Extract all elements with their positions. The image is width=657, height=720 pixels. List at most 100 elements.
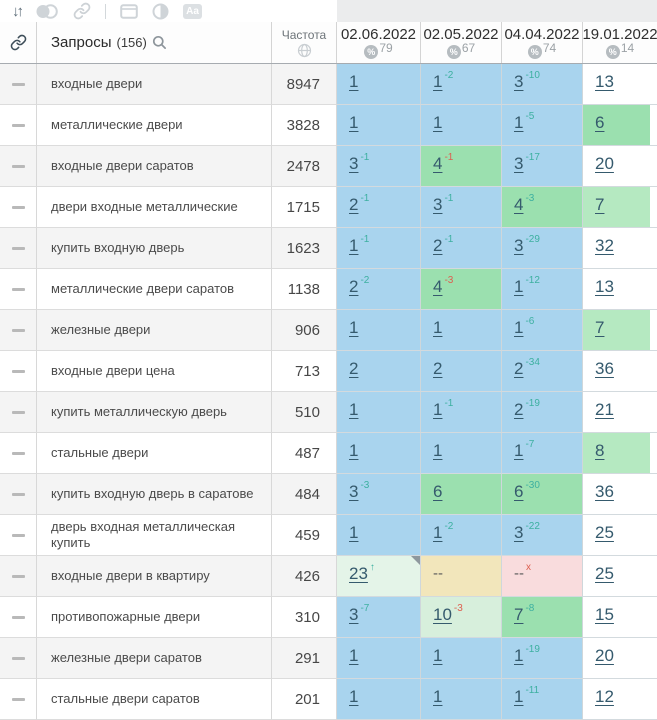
position-value[interactable]: 36 [595,482,614,501]
text-style-icon[interactable]: Aa [183,1,202,21]
position-value[interactable]: 32 [595,236,614,255]
position-value[interactable]: 7 [514,605,524,624]
position-value[interactable]: 1 [433,400,443,419]
position-value[interactable]: 1 [514,646,524,665]
date-column-header-2[interactable]: 02.05.2022 % 67 [421,22,502,63]
position-value[interactable]: 13 [595,277,614,296]
position-value[interactable]: 25 [595,564,614,583]
row-drag-handle[interactable] [0,228,37,269]
position-value[interactable]: 1 [433,318,443,337]
position-value[interactable]: 6 [514,482,524,501]
position-value[interactable]: 1 [433,113,443,132]
query-cell[interactable]: купить входную дверь в саратове [37,474,272,515]
position-value[interactable]: 8 [595,441,605,460]
row-drag-handle[interactable] [0,515,37,556]
query-cell[interactable]: входные двери саратов [37,146,272,187]
position-value[interactable]: 4 [514,195,524,214]
query-cell[interactable]: входные двери в квартиру [37,556,272,597]
row-drag-handle[interactable] [0,638,37,679]
query-cell[interactable]: стальные двери [37,433,272,474]
query-cell[interactable]: металлические двери саратов [37,269,272,310]
position-value[interactable]: 10 [433,605,452,624]
position-value[interactable]: 2 [349,195,359,214]
position-value[interactable]: 3 [514,154,524,173]
query-cell[interactable]: железные двери [37,310,272,351]
row-drag-handle[interactable] [0,310,37,351]
position-value[interactable]: 20 [595,646,614,665]
query-cell[interactable]: противопожарные двери [37,597,272,638]
position-value[interactable]: 4 [433,154,443,173]
position-value[interactable]: 20 [595,154,614,173]
row-drag-handle[interactable] [0,597,37,638]
position-value[interactable]: 1 [349,113,359,132]
position-value[interactable]: 2 [433,236,443,255]
position-value[interactable]: 1 [514,277,524,296]
position-value[interactable]: 1 [514,687,524,706]
row-drag-handle[interactable] [0,433,37,474]
position-value[interactable]: 6 [433,482,443,501]
position-value[interactable]: 7 [595,318,605,337]
frequency-column-header[interactable]: Частота [272,22,337,63]
query-cell[interactable]: купить входную дверь [37,228,272,269]
position-value[interactable]: 4 [433,277,443,296]
position-value[interactable]: 12 [595,687,614,706]
position-value[interactable]: 3 [433,195,443,214]
link-column-header[interactable] [0,22,37,63]
position-value[interactable]: 21 [595,400,614,419]
position-value[interactable]: 1 [514,318,524,337]
contrast-icon[interactable] [152,1,169,21]
position-value[interactable]: 36 [595,359,614,378]
query-cell[interactable]: входные двери [37,64,272,105]
position-value[interactable]: 3 [514,72,524,91]
position-value[interactable]: 1 [349,441,359,460]
position-value[interactable]: 15 [595,605,614,624]
row-drag-handle[interactable] [0,679,37,720]
position-value[interactable]: 6 [595,113,605,132]
position-value[interactable]: 3 [349,482,359,501]
visibility-icon[interactable] [35,1,59,21]
position-value[interactable]: 1 [349,646,359,665]
position-value[interactable]: 2 [514,400,524,419]
position-value[interactable]: 1 [349,400,359,419]
query-cell[interactable]: дверь входная металлическая купить [37,515,272,556]
row-drag-handle[interactable] [0,269,37,310]
query-cell[interactable]: железные двери саратов [37,638,272,679]
search-icon[interactable] [152,35,167,50]
position-value[interactable]: 2 [349,359,359,378]
position-value[interactable]: 3 [514,523,524,542]
query-cell[interactable]: стальные двери саратов [37,679,272,720]
position-value[interactable]: 7 [595,195,605,214]
date-column-header-1[interactable]: 02.06.2022 % 79 [337,22,421,63]
position-value[interactable]: 1 [349,687,359,706]
position-value[interactable]: 23 [349,564,368,583]
position-value[interactable]: 3 [349,154,359,173]
window-icon[interactable] [120,1,138,21]
position-value[interactable]: 1 [433,687,443,706]
row-drag-handle[interactable] [0,351,37,392]
row-drag-handle[interactable] [0,392,37,433]
position-value[interactable]: 2 [349,277,359,296]
row-drag-handle[interactable] [0,105,37,146]
position-value[interactable]: 1 [349,72,359,91]
position-value[interactable]: 1 [433,72,443,91]
position-value[interactable]: 1 [514,113,524,132]
position-value[interactable]: 1 [349,318,359,337]
query-cell[interactable]: купить металлическую дверь [37,392,272,433]
position-value[interactable]: 3 [349,605,359,624]
position-value[interactable]: 1 [433,523,443,542]
position-value[interactable]: 2 [433,359,443,378]
position-value[interactable]: 1 [349,236,359,255]
position-value[interactable]: 25 [595,523,614,542]
row-drag-handle[interactable] [0,187,37,228]
row-drag-handle[interactable] [0,146,37,187]
query-cell[interactable]: металлические двери [37,105,272,146]
date-column-header-3[interactable]: 04.04.2022 % 74 [502,22,583,63]
position-value[interactable]: 1 [433,441,443,460]
position-value[interactable]: 1 [433,646,443,665]
position-value[interactable]: 1 [349,523,359,542]
link-icon[interactable] [73,1,91,21]
date-column-header-4[interactable]: 19.01.2022 % 14 [582,22,657,63]
row-drag-handle[interactable] [0,474,37,515]
sort-icon[interactable]: ↓↑ [12,2,24,20]
row-drag-handle[interactable] [0,64,37,105]
